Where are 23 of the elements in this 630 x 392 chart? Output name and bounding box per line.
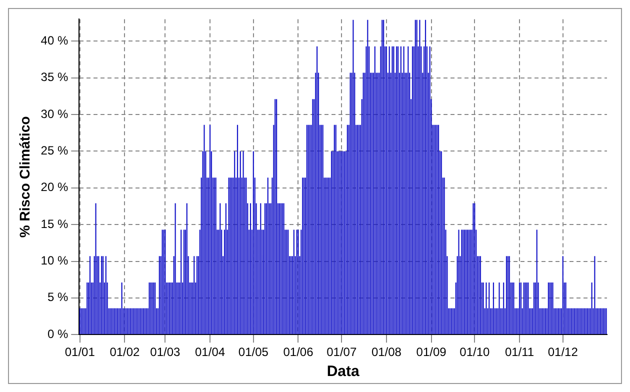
x-axis-title: Data [326,363,360,380]
y-tick-label: 30 % [40,106,68,121]
y-axis-title: % Risco Climático [16,116,32,238]
y-tick-label: 15 % [40,216,68,231]
y-tick-label: 40 % [40,34,68,48]
x-tick-label: 01/09 [416,345,447,360]
x-tick-label: 01/02 [110,345,140,360]
x-tick-label: 01/10 [460,345,490,360]
x-tick-label: 01/06 [283,345,314,360]
y-tick-label: 25 % [40,144,68,158]
x-tick-label: 01/05 [238,345,269,360]
y-tick-label: 0 % [47,326,68,341]
y-tick-label: 10 % [40,254,68,268]
x-tick-label: 01/03 [150,345,181,360]
y-tick-label: 5 % [47,290,68,304]
x-tick-label: 01/04 [195,345,226,360]
y-tick-label: 20 % [40,180,68,194]
x-tick-label: 01/12 [548,345,578,360]
x-tick-label: 01/07 [326,345,357,360]
x-tick-label: 01/11 [504,345,534,360]
y-tick-label: 35 % [40,70,68,84]
x-tick-label: 01/01 [64,345,96,360]
x-tick-label: 01/08 [371,345,402,360]
